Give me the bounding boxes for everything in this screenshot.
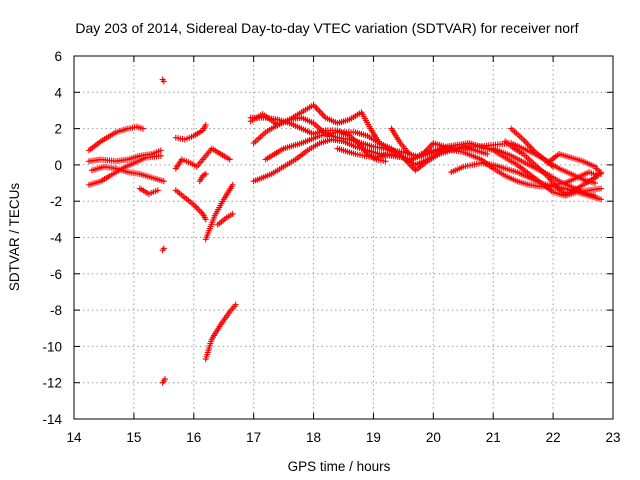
- series-track-5: [136, 185, 161, 197]
- series-track-3: [85, 152, 164, 188]
- data-point: [196, 207, 203, 214]
- series-track-12: [196, 170, 209, 185]
- y-tick-label: -8: [50, 303, 62, 318]
- data-point: [598, 185, 605, 192]
- x-tick-label: 20: [426, 430, 441, 445]
- data-point: [226, 156, 233, 163]
- x-tick-label: 21: [486, 430, 501, 445]
- series-track-22: [388, 125, 413, 158]
- series-track-1: [85, 123, 146, 154]
- x-tick-label: 22: [546, 430, 561, 445]
- data-point: [229, 181, 236, 188]
- data-point: [195, 206, 202, 213]
- data-point: [202, 121, 209, 128]
- x-tick-label: 17: [246, 430, 261, 445]
- data-point: [598, 196, 605, 203]
- data-point: [160, 178, 167, 185]
- series-track-7: [159, 245, 167, 254]
- data-point: [592, 192, 599, 199]
- y-tick-label: -2: [50, 194, 62, 209]
- series-track-6: [159, 76, 167, 85]
- data-point: [484, 151, 491, 158]
- series-track-15: [202, 301, 239, 363]
- y-tick-label: -12: [42, 376, 62, 391]
- data-point: [157, 147, 164, 154]
- data-point: [592, 180, 599, 187]
- x-tick-label: 23: [605, 430, 620, 445]
- y-tick-label: 2: [54, 122, 62, 137]
- series-track-4: [88, 163, 167, 185]
- data-point: [382, 158, 389, 165]
- data-point: [232, 301, 239, 308]
- data-point: [192, 203, 199, 210]
- x-tick-label: 14: [66, 430, 82, 445]
- y-tick-label: 6: [54, 49, 62, 64]
- series-track-10: [172, 145, 233, 172]
- data-point: [229, 210, 236, 217]
- series-track-26: [490, 145, 599, 199]
- y-tick-labels: 6 4 2 0 -2 -4 -6 -8 -10 -12 -14: [42, 49, 62, 427]
- series-track-19: [250, 136, 491, 185]
- x-tick-label: 16: [186, 430, 201, 445]
- series-track-27: [508, 125, 557, 170]
- series-track-9: [172, 121, 209, 143]
- data-point: [193, 204, 200, 211]
- chart-title: Day 203 of 2014, Sidereal Day-to-day VTE…: [75, 20, 578, 36]
- y-tick-label: -14: [42, 412, 62, 427]
- series-track-14: [214, 210, 236, 228]
- data-point: [162, 376, 169, 383]
- y-axis-label: SDTVAR / TECUs: [7, 183, 22, 292]
- data-point: [139, 125, 146, 132]
- grid: [74, 56, 613, 419]
- x-tick-label: 19: [366, 430, 381, 445]
- y-tick-label: -10: [42, 339, 62, 354]
- x-tick-label: 18: [306, 430, 321, 445]
- x-tick-label: 15: [126, 430, 141, 445]
- series-track-28: [544, 151, 605, 177]
- data-point: [157, 152, 164, 159]
- data-point: [550, 163, 557, 170]
- data-point: [160, 78, 167, 85]
- data-point: [160, 245, 167, 252]
- axis-ticks: [73, 55, 614, 420]
- series-track-13: [202, 181, 236, 243]
- data-point: [202, 216, 209, 223]
- y-tick-label: 0: [54, 158, 62, 173]
- y-tick-label: 4: [54, 85, 62, 100]
- data-point: [598, 170, 605, 177]
- plot-frame: [73, 55, 614, 420]
- y-tick-label: -6: [50, 267, 62, 282]
- series-track-11: [172, 187, 209, 223]
- data-point: [406, 151, 413, 158]
- x-tick-labels: 14 15 16 17 18 19 20 21 22 23: [66, 430, 620, 445]
- data-point: [154, 187, 161, 194]
- data-points: [85, 76, 605, 386]
- series-track-8: [159, 376, 169, 386]
- data-point: [202, 170, 209, 177]
- y-tick-label: -4: [50, 231, 62, 246]
- x-axis-label: GPS time / hours: [288, 459, 391, 474]
